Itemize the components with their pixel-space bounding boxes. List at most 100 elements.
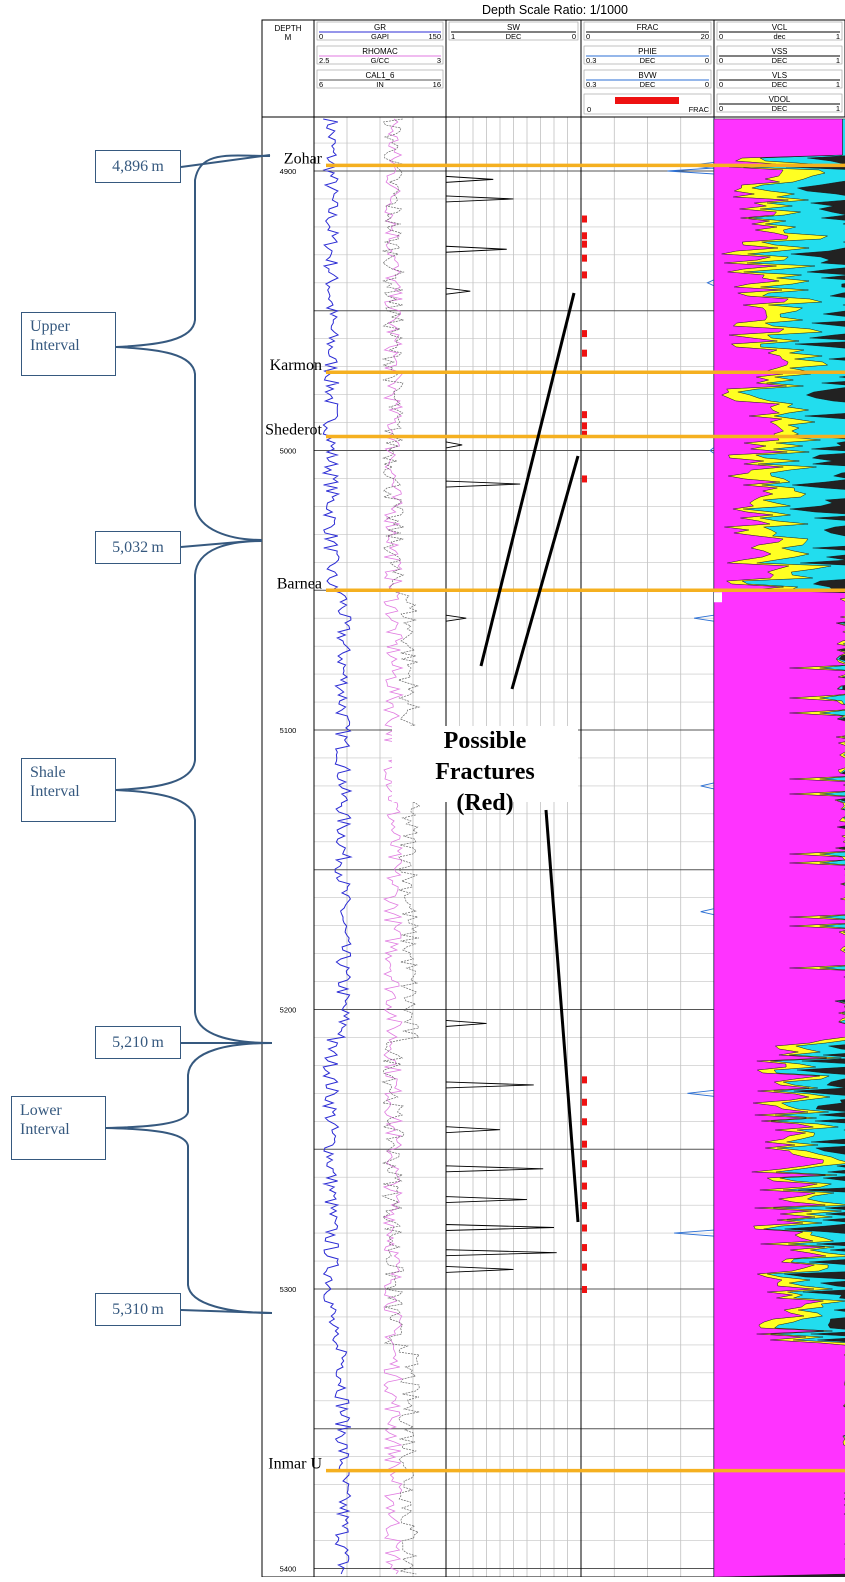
depth-mark-label: 5,032 m: [112, 539, 164, 556]
header-scale-box: [716, 69, 843, 89]
header-vdol: VDOL 0 DEC 1: [716, 93, 843, 113]
depth-mark-label: 5,310 m: [112, 1301, 164, 1318]
rhomac-curve: [382, 118, 404, 1575]
header-curve-name: FRAC: [689, 105, 710, 114]
fracture-pointer-3: [544, 809, 580, 1223]
header-unit: DEC: [772, 104, 788, 113]
depth-mark-5032: 5,032 m: [95, 531, 181, 564]
fracture-pointer-1: [479, 292, 576, 667]
header-phie: PHIE 0.3 DEC 0: [583, 45, 712, 65]
interval-shale-line2: Interval: [30, 783, 80, 800]
fracture-flag: [582, 1263, 587, 1271]
fracture-flag: [582, 1224, 587, 1232]
header-unit: G/CC: [371, 56, 390, 65]
fractures-label-line1: Possible: [443, 728, 527, 754]
header-vss: VSS 0 DEC 1: [716, 45, 843, 65]
header-curve-name: BVW: [638, 71, 657, 80]
header-scale-box: [583, 45, 712, 65]
header-unit: DEC: [772, 56, 788, 65]
header-curve-name: VLS: [772, 71, 787, 80]
depth-tick-label: 5100: [280, 726, 297, 735]
header-scale-box: [316, 45, 444, 65]
header-curve-name: CAL1_6: [366, 71, 395, 80]
header-scale-box: [448, 21, 579, 41]
header-cal: CAL1_6 6 IN 16: [316, 69, 444, 89]
fracture-flag: [582, 215, 587, 223]
formation-label-3: Barnea: [277, 575, 322, 592]
header-unit: DEC: [640, 80, 656, 89]
track-border: [261, 116, 315, 1578]
lith-sand-fill: [721, 119, 845, 1560]
header-sw: SW 1 DEC 0: [448, 21, 579, 41]
fracture-flag: [582, 1182, 587, 1190]
cal-curve: [381, 118, 421, 1575]
fracture-flag: [582, 422, 587, 430]
sw-spike: [445, 245, 507, 253]
header-min: 0.3: [586, 56, 596, 65]
header-min: 0: [586, 32, 590, 41]
header-depth-name: DEPTH: [274, 24, 301, 33]
brace-shale: [115, 540, 273, 1044]
header-min: 0: [719, 32, 723, 41]
fracture-flag: [582, 1202, 587, 1210]
sw-spike: [445, 195, 514, 203]
depth-tick-label: 5300: [280, 1285, 297, 1294]
header-max: 20: [701, 32, 709, 41]
sw-spike: [445, 1019, 487, 1027]
depth-tick-label: 5200: [280, 1006, 297, 1015]
depth-tick-label: 5400: [280, 1565, 297, 1574]
header-unit: DEC: [640, 56, 656, 65]
lith-lime-fill: [737, 118, 845, 1506]
header-min: 6: [319, 80, 323, 89]
header-scale-box: [583, 21, 712, 41]
interval-shale-line1: Shale: [30, 764, 66, 781]
fracture-flag: [582, 232, 587, 240]
header-scale-box: [716, 93, 843, 113]
sw-spike: [445, 614, 467, 622]
header-rhomac: RHOMAC 2.5 G/CC 3: [316, 45, 444, 65]
fracture-flag: [582, 1286, 587, 1293]
fractures-label-line2: Fractures: [435, 759, 535, 785]
fracture-flag: [582, 430, 587, 438]
interval-shale: Shale Interval: [21, 758, 116, 822]
sw-spike: [445, 480, 521, 488]
depth-mark-4896: 4,896 m: [95, 150, 181, 183]
header-frac: FRAC 0 20: [583, 21, 712, 41]
sw-spike: [445, 287, 471, 295]
depth-tick-label: 4900: [280, 167, 297, 176]
fracture-pointer-2: [510, 455, 580, 690]
fracture-flag: [582, 1244, 587, 1252]
sw-spike: [445, 1165, 544, 1173]
interval-lower-line2: Interval: [20, 1121, 70, 1138]
header-min: 0: [719, 56, 723, 65]
sw-spike: [445, 175, 494, 183]
phie-spike: [700, 908, 715, 916]
interval-upper-line2: Interval: [30, 337, 80, 354]
header-max: 1: [836, 56, 840, 65]
header-max: 0: [572, 32, 576, 41]
header-max: 0: [705, 56, 709, 65]
track-gr-grid: [314, 117, 446, 1577]
header-max: 0: [705, 80, 709, 89]
depth-mark-label: 5,210 m: [112, 1034, 164, 1051]
formation-label-0: Zohar: [284, 150, 323, 167]
header-depth-unit: M: [285, 33, 292, 42]
header-scale-box: [316, 21, 444, 41]
header-min: 1: [451, 32, 455, 41]
formation-label-4: Inmar U: [268, 1456, 322, 1473]
formation-label-1: Karmon: [270, 357, 322, 374]
fracture-flag: [582, 240, 587, 248]
sw-spike: [445, 1265, 514, 1273]
sw-spike: [445, 1224, 555, 1231]
fracture-flag: [582, 1140, 587, 1148]
fracture-flag: [582, 411, 587, 419]
interval-lower: Lower Interval: [11, 1096, 106, 1160]
interval-upper-line1: Upper: [30, 318, 70, 335]
interval-upper: Upper Interval: [21, 312, 116, 376]
header-vls: VLS 0 DEC 1: [716, 69, 843, 89]
fracture-flag: [582, 1160, 587, 1168]
header-gr: GR 0 GAPI 150: [316, 21, 444, 41]
brace-upper: [115, 154, 271, 541]
interval-lower-line1: Lower: [20, 1102, 62, 1119]
header-max: 150: [428, 32, 441, 41]
